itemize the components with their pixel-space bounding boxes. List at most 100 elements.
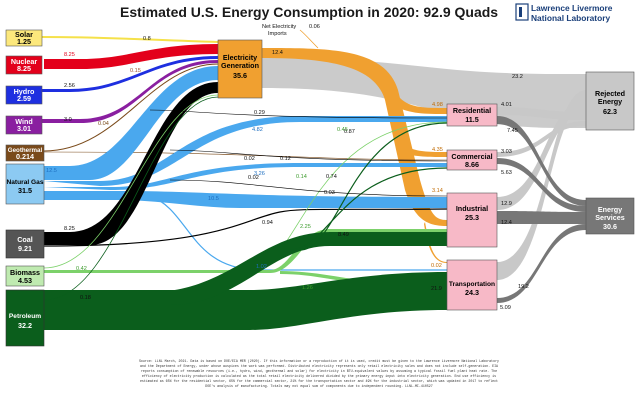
flow-label-gas-elec: 0.15 [130, 68, 141, 74]
node-rejected-value: 62.3 [603, 107, 617, 116]
flow-coal-ind [43, 208, 448, 247]
node-geothermal-box [5, 144, 45, 162]
flow-label-bio-com: 0.14 [296, 174, 307, 180]
flow-labels: 0.8 8.25 2.56 3.0 0.04 0.15 12.4 23.2 4.… [46, 36, 529, 311]
logo-line-2: National Laboratory [531, 13, 610, 23]
footnote-line-3: reports consumption of renewable resourc… [141, 369, 497, 373]
flow-label-hydro-elec: 2.56 [64, 83, 75, 89]
flow-trans-services [497, 224, 586, 303]
node-transportation-box [446, 259, 498, 311]
flow-biomass-elec [43, 94, 219, 269]
node-residential-label: Residential [453, 106, 491, 115]
flow-label-nuclear-elec: 8.25 [64, 52, 75, 58]
node-geothermal-value: 0.214 [16, 152, 34, 161]
flow-pet-res [299, 122, 448, 251]
footnote-line-5: estimated as 65% for the residential sec… [140, 379, 498, 383]
flow-label-bio-in: 0.42 [76, 266, 87, 272]
flow-label-bio-ind: 2.25 [300, 224, 311, 230]
llnl-logo: Lawrence Livermore National Laboratory [515, 3, 613, 23]
flow-label-com-rej: 3.03 [501, 149, 512, 155]
source-nodes: Solar 1.25 Nuclear 8.25 Hydro 2.59 Wind … [5, 29, 45, 347]
node-wind-label: Wind [15, 117, 33, 126]
flow-label-com-serv: 5.63 [501, 170, 512, 176]
flow-label-gas-com: 3.26 [254, 171, 265, 177]
flow-label-elec-res: 4.98 [432, 102, 443, 108]
node-geothermal-label: Geothermal [8, 147, 43, 154]
node-coal-box [5, 229, 45, 259]
node-electricity-value: 35.6 [233, 71, 247, 80]
flow-gas-com [44, 163, 447, 190]
node-rejected-label-1: Rejected [595, 89, 625, 98]
flow-label-coal-com: 0.02 [248, 175, 259, 181]
flow-label-gas-in: 12.5 [46, 168, 57, 174]
node-biomass-label: Biomass [10, 268, 40, 277]
node-wind-value: 3.01 [17, 124, 31, 133]
flow-label-elec-com: 4.35 [432, 147, 443, 153]
node-residential-box [446, 103, 498, 127]
flow-label-res-rej: 4.01 [501, 102, 512, 108]
flow-label-geo-elec: 0.04 [98, 121, 109, 127]
node-petroleum-box [5, 289, 45, 347]
llnl-logo-bar [519, 7, 522, 17]
node-transportation-value: 24.3 [465, 288, 479, 297]
flow-label-misc-002: 0.02 [244, 156, 255, 162]
flow-misc-003 [169, 179, 448, 197]
node-petroleum-label: Petroleum [9, 313, 41, 320]
flow-nuclear [44, 44, 218, 69]
node-hydro-value: 2.59 [17, 94, 31, 103]
flow-label-ind-serv: 12.4 [501, 220, 512, 226]
flow-pet-elec [43, 96, 219, 301]
node-hydro-label: Hydro [14, 87, 35, 96]
flow-label-pet-com: 0.74 [326, 174, 337, 180]
node-electricity-label-2: Generation [221, 61, 259, 70]
flow-coal-elec [44, 82, 218, 245]
node-services-value: 30.6 [603, 222, 617, 231]
flow-elec-res [395, 98, 447, 114]
flow-ind-rejected [497, 100, 586, 210]
node-residential-value: 11.5 [465, 115, 479, 124]
node-coal-label: Coal [17, 235, 33, 244]
flow-elec-main [262, 48, 447, 226]
node-commercial-label: Commercial [451, 152, 492, 161]
node-biomass-box [5, 265, 45, 287]
flow-label-trans-serv: 5.09 [500, 305, 511, 311]
net-imports-label-1: Net Electricity [262, 24, 296, 30]
flow-label-misc-012: 0.12 [280, 156, 291, 162]
flow-label-coal-ind: 0.94 [262, 220, 273, 226]
footnote-line-6: DOE's analysis of manufacturing. Totals … [205, 384, 433, 388]
node-rejected-box [585, 71, 635, 131]
node-electricity-box [217, 39, 263, 99]
footnote-line-1: Source: LLNL March, 2021. Data is based … [139, 359, 499, 363]
flows [41, 29, 586, 330]
footnote: Source: LLNL March, 2021. Data is based … [139, 359, 499, 388]
flow-label-pet-trans: 21.9 [431, 286, 442, 292]
flow-net-imports [299, 29, 319, 49]
node-solar-value: 1.25 [17, 37, 31, 46]
node-industrial-label: Industrial [456, 204, 488, 213]
net-imports-label-2: Imports [268, 31, 287, 37]
flow-com-rejected [497, 121, 586, 157]
flow-solar [41, 36, 219, 43]
flow-label-elec-rejected: 23.2 [512, 74, 523, 80]
flow-label-wind-elec: 3.0 [64, 117, 72, 123]
flow-label-elec-trans: 0.02 [431, 263, 442, 269]
flow-label-pet-ind: 8.49 [338, 232, 349, 238]
flow-label-solar-elec: 0.8 [143, 36, 151, 42]
llnl-logo-mark [515, 3, 529, 21]
flow-label-misc-029: 0.29 [254, 110, 265, 116]
flow-label-gas-ind: 10.5 [208, 196, 219, 202]
flow-label-pet-in: 0.18 [80, 295, 91, 301]
logo-line-1: Lawrence Livermore [531, 3, 613, 13]
flow-pet-ind [44, 232, 447, 305]
node-transportation-label: Transportation [449, 281, 495, 288]
flow-label-trans-rej: 19.2 [518, 284, 529, 290]
node-industrial-box [446, 192, 498, 248]
footnote-line-2: and the Department of Energy, under whos… [140, 364, 498, 368]
node-nuclear-value: 8.25 [17, 64, 31, 73]
node-commercial-box [446, 149, 498, 171]
node-electricity-generation: Electricity Generation 35.6 [217, 39, 263, 99]
node-rejected-label-2: Energy [598, 97, 622, 106]
flow-label-elec-ind: 3.14 [432, 188, 443, 194]
flow-res-services [497, 116, 586, 206]
